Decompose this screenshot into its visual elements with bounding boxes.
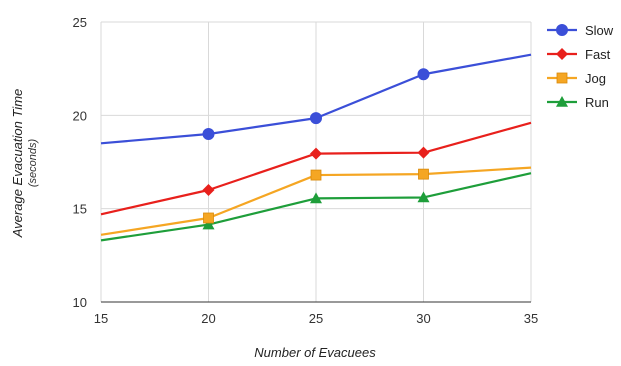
legend-marker-jog xyxy=(556,72,568,84)
legend-label-slow: Slow xyxy=(585,23,614,38)
legend-item-fast: Fast xyxy=(547,47,611,62)
y-tick-label: 15 xyxy=(73,202,87,217)
x-tick-label: 25 xyxy=(309,311,323,326)
legend-marker-run xyxy=(556,96,568,107)
data-point-jog xyxy=(310,169,322,181)
x-tick-label: 20 xyxy=(201,311,215,326)
data-point-jog xyxy=(203,212,214,224)
legend-item-run: Run xyxy=(547,95,609,110)
data-point-run xyxy=(202,218,215,230)
legend-marker-slow xyxy=(556,24,568,36)
legend-label-fast: Fast xyxy=(585,47,611,62)
x-tick-label: 30 xyxy=(416,311,430,326)
data-point-run xyxy=(310,192,322,204)
data-point-slow xyxy=(202,128,215,140)
x-tick-label: 35 xyxy=(524,311,538,326)
series-fast xyxy=(100,121,532,216)
y-tick-label: 10 xyxy=(73,295,87,310)
data-point-fast xyxy=(310,147,322,160)
legend-label-jog: Jog xyxy=(585,71,606,86)
legend: Slow Fast Jog Run xyxy=(547,23,614,110)
x-axis-label: Number of Evacuees xyxy=(254,345,376,360)
y-tick-label: 20 xyxy=(73,108,87,123)
data-point-jog xyxy=(418,168,429,180)
data-point-slow xyxy=(310,112,322,125)
data-point-run xyxy=(417,191,430,203)
legend-marker-fast xyxy=(556,48,568,60)
data-point-fast xyxy=(417,146,430,159)
legend-label-run: Run xyxy=(585,95,609,110)
grid xyxy=(100,21,532,303)
x-tick-label: 15 xyxy=(94,311,108,326)
tick-labels: 15 20 25 30 35 10 15 20 25 xyxy=(73,15,539,326)
data-point-slow xyxy=(417,68,430,81)
series-jog xyxy=(100,166,532,236)
series-run xyxy=(100,172,532,242)
data-point-fast xyxy=(202,184,215,196)
series-slow xyxy=(100,53,532,145)
legend-item-jog: Jog xyxy=(547,71,606,86)
y-axis-unit-label: (seconds) xyxy=(27,139,39,188)
series-group xyxy=(100,53,532,242)
legend-item-slow: Slow xyxy=(547,23,614,38)
y-tick-label: 25 xyxy=(73,15,87,30)
y-axis-label: Average Evacuation Time xyxy=(10,89,25,239)
